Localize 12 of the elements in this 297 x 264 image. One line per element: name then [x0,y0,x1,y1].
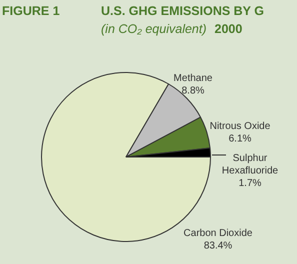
data-label: 83.4% [204,240,232,252]
text: 2000 [214,22,242,36]
caption: FIGURE 1 [2,4,60,18]
chart-subtitle: (in CO₂ equivalent) [101,22,207,36]
data-label: 6.1% [228,133,252,144]
slice-label: Nitrous Oxide [210,120,271,132]
slice-label: Methane [174,72,213,84]
data-label: 8.8% [182,85,205,96]
chart-title: U.S. GHG EMISSIONS BY G [101,4,264,18]
data-label: 1.7% [238,178,262,189]
slice-label: Sulphur Hexafluoride [222,152,279,176]
slice-label: Carbon Dioxide [184,228,253,239]
